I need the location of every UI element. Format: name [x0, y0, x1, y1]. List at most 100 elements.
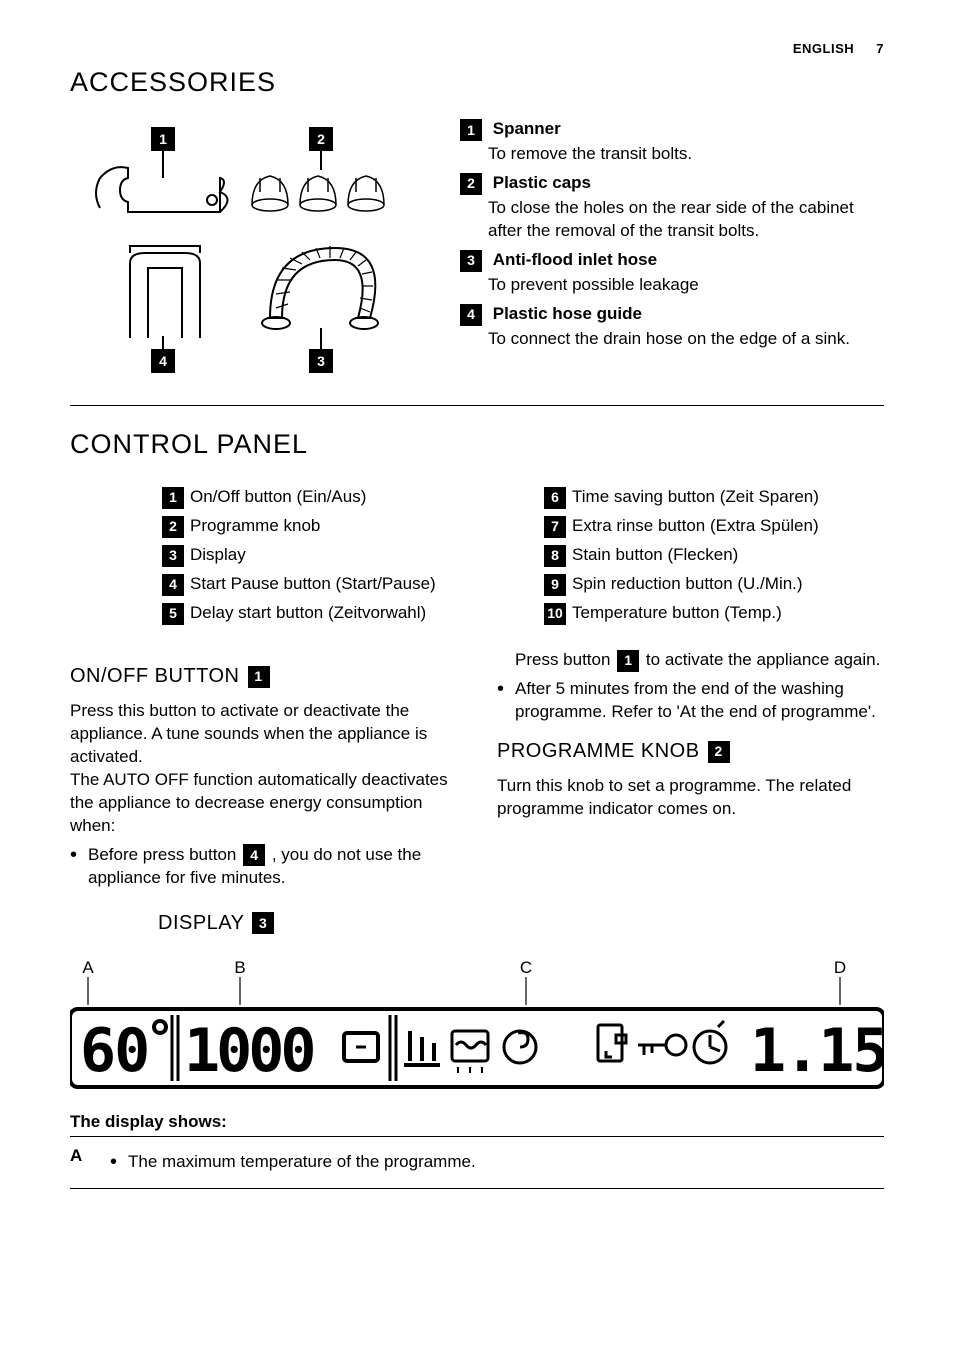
control-item: 5 Delay start button (Zeitvorwahl): [160, 602, 502, 625]
onoff-right-bullet: After 5 minutes from the end of the wash…: [497, 678, 884, 724]
num-badge: 2: [162, 516, 184, 538]
onoff-right-p: Press button 1 to activate the appliance…: [515, 649, 884, 672]
programme-title-text: PROGRAMME KNOB: [497, 740, 700, 762]
control-label: Spin reduction button (U./Min.): [572, 574, 803, 593]
accessory-title: Anti-flood inlet hose: [493, 249, 657, 272]
num-badge: 10: [544, 603, 566, 625]
text-fragment: Before press button: [88, 845, 236, 864]
accessories-block: 1: [70, 118, 884, 395]
num-badge: 1: [617, 650, 639, 672]
text-fragment: Press button: [515, 650, 610, 669]
accessory-desc: To prevent possible leakage: [488, 274, 884, 297]
svg-text:1: 1: [159, 131, 167, 147]
num-badge: 4: [162, 574, 184, 596]
control-panel-legend: 1 On/Off button (Ein/Aus) 2 Programme knob…: [70, 480, 884, 631]
control-label: Extra rinse button (Extra Spülen): [572, 516, 819, 535]
header-language: ENGLISH: [793, 41, 854, 56]
num-badge: 1: [162, 487, 184, 509]
section-title-control-panel: CONTROL PANEL: [70, 426, 884, 462]
onoff-bullets: Before press button 4 , you do not use t…: [70, 844, 457, 890]
control-item: 1 On/Off button (Ein/Aus): [160, 486, 502, 509]
svg-text:4: 4: [159, 353, 167, 369]
programme-desc: Turn this knob to set a programme. The r…: [497, 775, 884, 821]
header-page-number: 7: [876, 41, 884, 56]
num-badge: 7: [544, 516, 566, 538]
display-table-heading: The display shows:: [70, 1111, 884, 1134]
accessory-title: Plastic caps: [493, 172, 591, 195]
marker-d: D: [834, 961, 846, 977]
text-fragment: to activate the appliance again.: [646, 650, 880, 669]
num-badge: 1: [460, 119, 482, 141]
num-badge: 8: [544, 545, 566, 567]
control-item: 7 Extra rinse button (Extra Spülen): [542, 515, 884, 538]
onoff-right-bullets: After 5 minutes from the end of the wash…: [497, 678, 884, 724]
control-label: Time saving button (Zeit Sparen): [572, 487, 819, 506]
num-badge: 2: [460, 173, 482, 195]
divider: [70, 405, 884, 406]
onoff-bullet-1: Before press button 4 , you do not use t…: [70, 844, 457, 890]
num-badge: 6: [544, 487, 566, 509]
row-text-a: The maximum temperature of the programme…: [110, 1145, 884, 1180]
accessory-desc: To close the holes on the rear side of t…: [488, 197, 884, 243]
num-badge: 3: [252, 912, 274, 934]
num-badge: 3: [162, 545, 184, 567]
control-label: Start Pause button (Start/Pause): [190, 574, 436, 593]
num-badge: 3: [460, 250, 482, 272]
marker-a: A: [82, 961, 94, 977]
accessory-desc: To connect the drain hose on the edge of…: [488, 328, 884, 351]
num-badge: 1: [248, 666, 270, 688]
accessory-item: 3 Anti-flood inlet hose To prevent possi…: [458, 249, 884, 297]
control-item: 10 Temperature button (Temp.): [542, 602, 884, 625]
accessories-list: 1 Spanner To remove the transit bolts. 2…: [458, 118, 884, 395]
control-label: Programme knob: [190, 516, 320, 535]
control-label: Display: [190, 545, 246, 564]
svg-text:3: 3: [317, 353, 325, 369]
num-badge: 2: [708, 741, 730, 763]
onoff-p1: Press this button to activate or deactiv…: [70, 700, 457, 769]
section-title-accessories: ACCESSORIES: [70, 64, 884, 100]
accessory-title: Plastic hose guide: [493, 303, 642, 326]
control-item: 8 Stain button (Flecken): [542, 544, 884, 567]
control-label: Stain button (Flecken): [572, 545, 738, 564]
subsection-onoff-title: ON/OFF BUTTON 1: [70, 663, 457, 690]
control-item: 6 Time saving button (Zeit Sparen): [542, 486, 884, 509]
accessory-title: Spanner: [493, 118, 561, 141]
display-temp: 60: [80, 1016, 148, 1086]
control-item: 9 Spin reduction button (U./Min.): [542, 573, 884, 596]
num-badge: 4: [460, 304, 482, 326]
onoff-title-text: ON/OFF BUTTON: [70, 665, 239, 687]
svg-text:2: 2: [317, 131, 325, 147]
display-time: 1.15: [750, 1016, 884, 1086]
num-badge: 4: [243, 844, 265, 866]
display-title-text: DISPLAY: [158, 912, 244, 934]
marker-c: C: [520, 961, 532, 977]
control-item: 3 Display: [160, 544, 502, 567]
left-body-column: ON/OFF BUTTON 1 Press this button to act…: [70, 649, 457, 896]
control-left-column: 1 On/Off button (Ein/Aus) 2 Programme knob…: [160, 480, 502, 631]
num-badge: 5: [162, 603, 184, 625]
marker-b: B: [234, 961, 245, 977]
body-columns: ON/OFF BUTTON 1 Press this button to act…: [70, 649, 884, 896]
control-item: 4 Start Pause button (Start/Pause): [160, 573, 502, 596]
accessories-diagram: 1: [70, 118, 430, 395]
control-label: Delay start button (Zeitvorwahl): [190, 603, 426, 622]
control-right-column: 6 Time saving button (Zeit Sparen) 7 Extra…: [542, 480, 884, 631]
subsection-display-title: DISPLAY 3: [158, 910, 884, 937]
accessory-item: 2 Plastic caps To close the holes on the…: [458, 172, 884, 243]
subsection-programme-title: PROGRAMME KNOB 2: [497, 738, 884, 765]
page-header: ENGLISH 7: [70, 40, 884, 58]
display-illustration: A B C D 60 1000: [70, 961, 884, 1091]
accessory-item: 4 Plastic hose guide To connect the drai…: [458, 303, 884, 351]
accessory-item: 1 Spanner To remove the transit bolts.: [458, 118, 884, 166]
accessories-illustration: 1: [70, 118, 430, 388]
row-label-a: A: [70, 1145, 110, 1180]
display-spin: 1000: [184, 1016, 313, 1086]
row-a-bullet: The maximum temperature of the programme…: [110, 1151, 884, 1174]
control-label: On/Off button (Ein/Aus): [190, 487, 366, 506]
right-body-column: Press button 1 to activate the appliance…: [497, 649, 884, 896]
display-table-row: A The maximum temperature of the program…: [70, 1137, 884, 1189]
control-label: Temperature button (Temp.): [572, 603, 782, 622]
num-badge: 9: [544, 574, 566, 596]
onoff-p2: The AUTO OFF function automatically deac…: [70, 769, 457, 838]
accessory-desc: To remove the transit bolts.: [488, 143, 884, 166]
